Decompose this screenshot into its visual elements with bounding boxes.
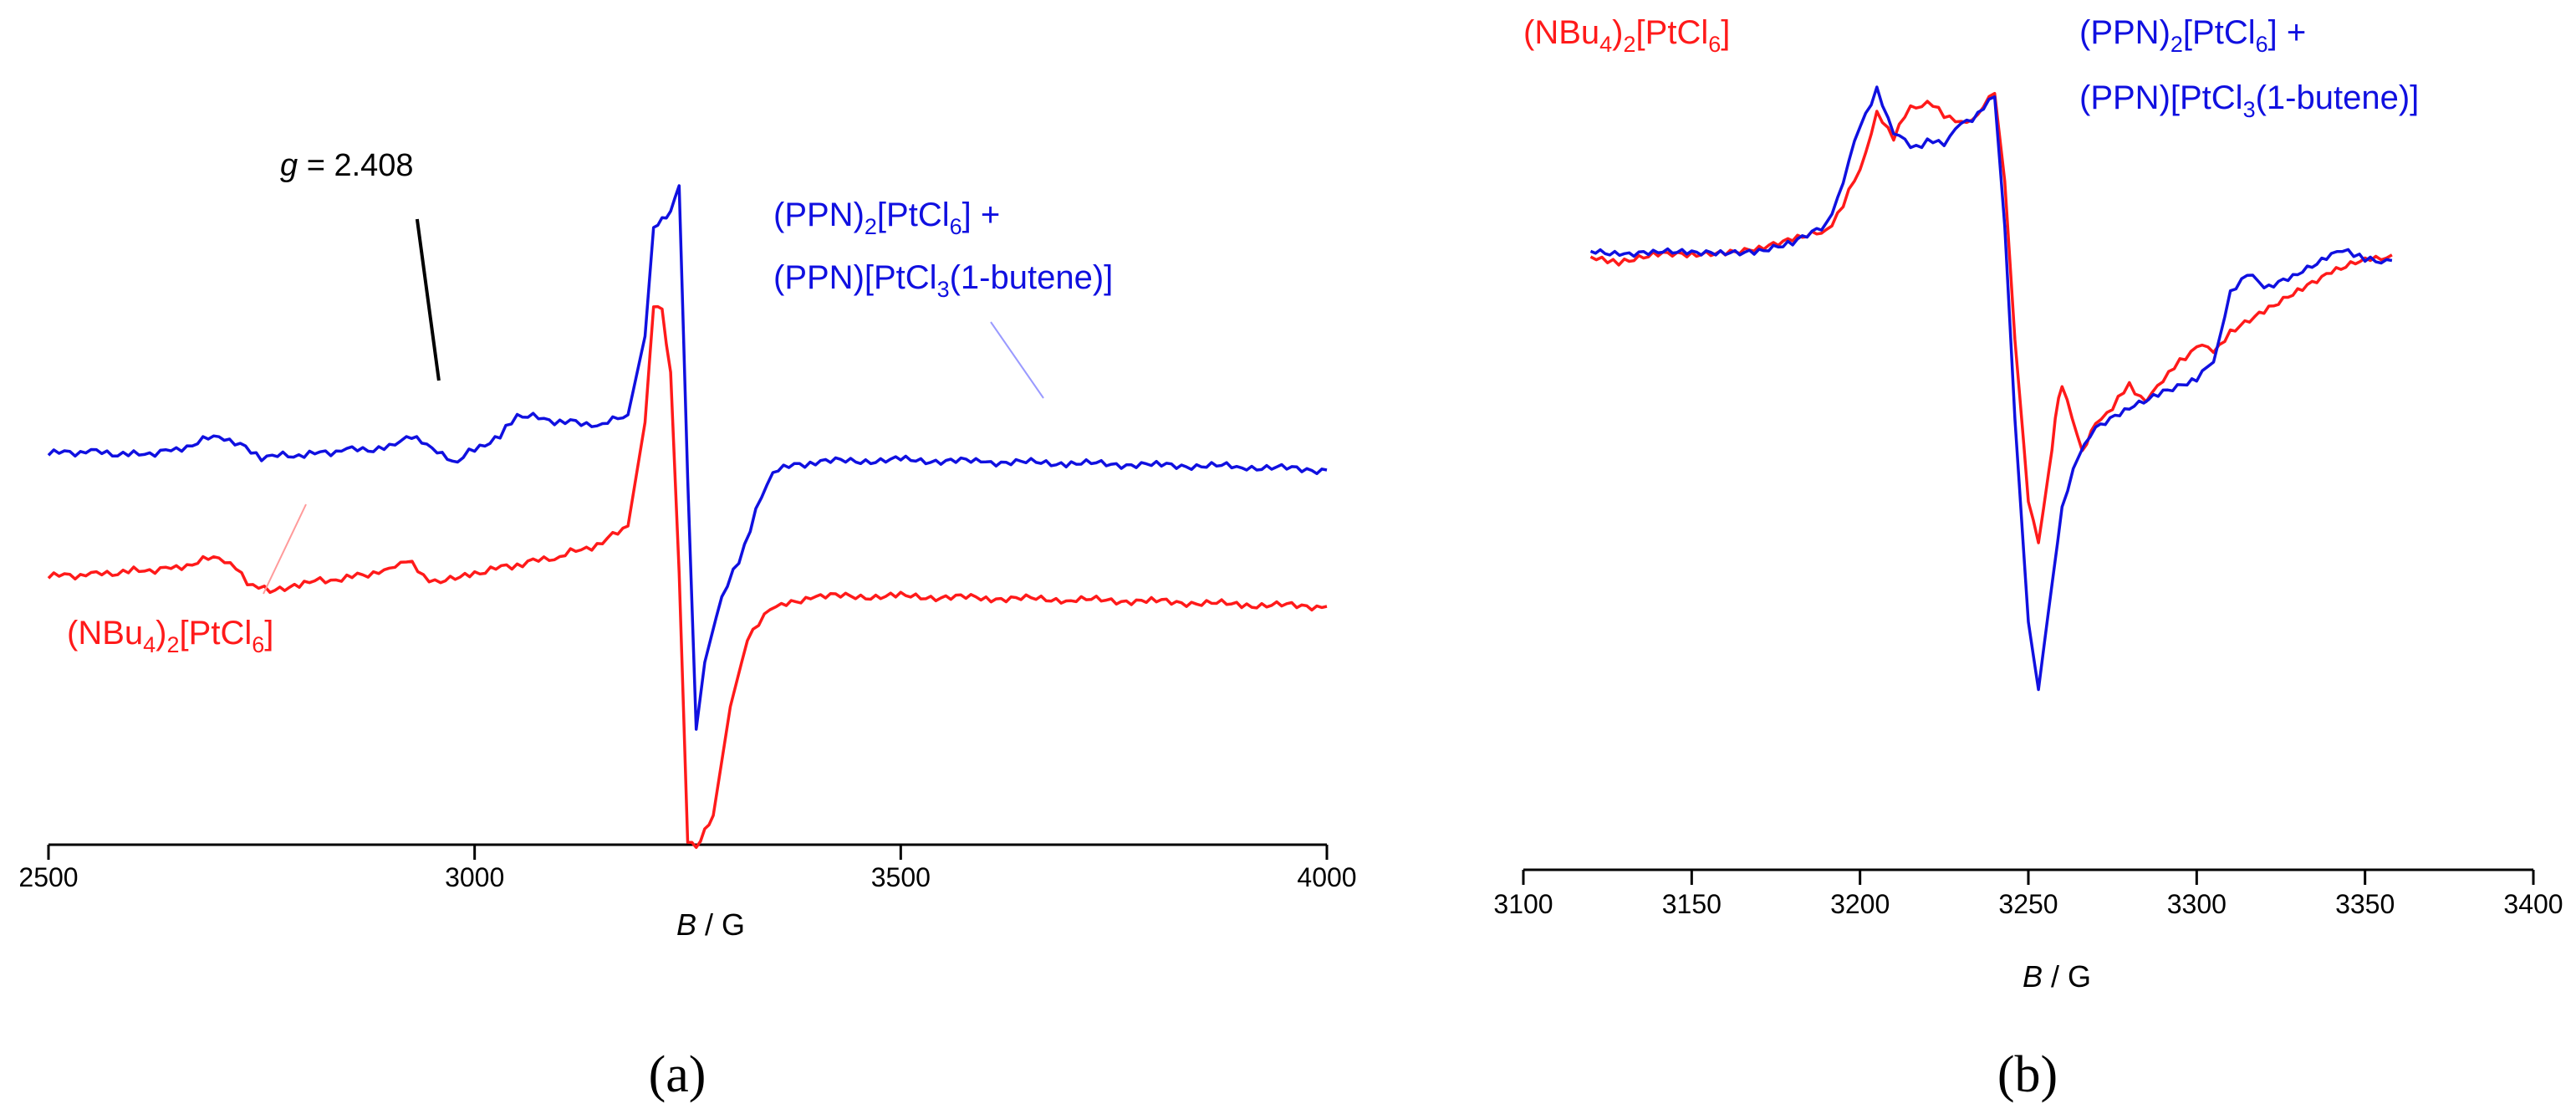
x-tick-label: 3100 — [1493, 889, 1553, 919]
panel-b-chart: 3100 3150 3200 3250 3300 3350 3400 (NBu4)2[PtC… — [1493, 14, 2563, 1103]
panel-b-legend-blue-line2: (PPN)[PtCl3(1-butene)] — [2079, 79, 2419, 122]
panel-b-legend-blue-line1: (PPN)2[PtCl6] + — [2079, 14, 2306, 57]
panel-a-x-axis-title: B / G — [676, 907, 745, 942]
x-tick-label: 3400 — [2503, 889, 2563, 919]
panel-a-label: (a) — [649, 1046, 706, 1103]
panel-b-legend-red: (NBu4)2[PtCl6] — [1523, 14, 1730, 57]
panel-a-legend-red: (NBu4)2[PtCl6] — [67, 615, 273, 657]
x-tick-label: 3250 — [1998, 889, 2058, 919]
panel-a-legend-blue-line1: (PPN)2[PtCl6] + — [773, 197, 1000, 239]
x-tick-label: 4000 — [1297, 862, 1356, 892]
x-tick-label: 2500 — [18, 862, 78, 892]
panel-a-chart: 2500 3000 3500 4000 g = 2.408 (NBu4)2[PtCl6… — [18, 148, 1356, 1103]
panel-a-red-legend-leader — [263, 503, 307, 595]
panel-a-g-annotation: g = 2.408 — [280, 148, 414, 183]
series-line-red — [1589, 91, 2393, 544]
panel-a-blue-legend-leader — [990, 321, 1044, 399]
panel-a-x-ticks: 2500 3000 3500 4000 — [18, 843, 1357, 892]
panel-b-series — [1589, 85, 2393, 692]
x-tick-label: 3500 — [871, 862, 931, 892]
x-tick-label: 3350 — [2335, 889, 2395, 919]
x-tick-label: 3150 — [1662, 889, 1722, 919]
panel-a-g-annotation-leader — [415, 218, 441, 381]
panel-b-label: (b) — [1997, 1046, 2058, 1103]
series-line-blue — [1589, 85, 2393, 692]
panel-b-x-axis-title: B / G — [2023, 959, 2091, 994]
series-line-blue — [47, 184, 1328, 731]
x-tick-label: 3200 — [1830, 889, 1890, 919]
panel-a-series — [47, 184, 1328, 850]
panel-b-x-ticks: 3100 3150 3200 3250 3300 3350 3400 — [1493, 868, 2563, 919]
panel-a-legend-blue-line2: (PPN)[PtCl3(1-butene)] — [773, 259, 1113, 302]
x-tick-label: 3300 — [2167, 889, 2227, 919]
series-line-red — [47, 304, 1328, 850]
x-tick-label: 3000 — [445, 862, 504, 892]
